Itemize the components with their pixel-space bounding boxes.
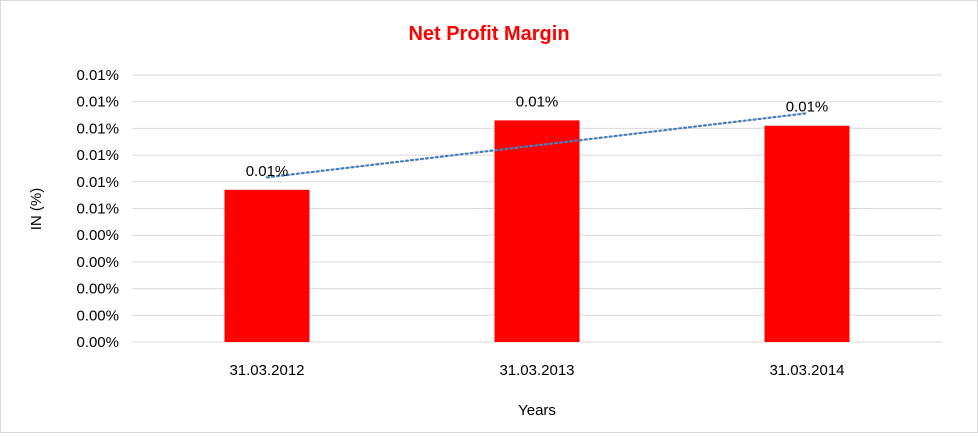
y-tick-label: 0.00%	[76, 227, 119, 244]
data-labels: 0.01% 0.01% 0.01%	[246, 93, 829, 179]
x-axis-ticks: 31.03.2012 31.03.2013 31.03.2014	[229, 362, 844, 379]
chart-title: Net Profit Margin	[408, 23, 569, 45]
bar	[224, 189, 310, 342]
data-label: 0.01%	[516, 93, 559, 110]
x-tick-label: 31.03.2014	[769, 362, 844, 379]
y-tick-label: 0.01%	[76, 174, 119, 191]
y-tick-label: 0.00%	[76, 307, 119, 324]
y-tick-label: 0.01%	[76, 147, 119, 164]
bar	[494, 120, 580, 342]
trendline-group	[265, 112, 809, 179]
data-label: 0.01%	[786, 99, 829, 116]
y-axis-title: IN (%)	[28, 188, 45, 231]
bars	[224, 120, 850, 342]
y-tick-label: 0.00%	[76, 334, 119, 351]
y-tick-label: 0.01%	[76, 94, 119, 111]
x-axis-title: Years	[518, 402, 556, 419]
y-tick-label: 0.01%	[76, 201, 119, 218]
y-tick-label: 0.00%	[76, 281, 119, 298]
y-tick-label: 0.01%	[76, 120, 119, 137]
y-axis-ticks: 0.00% 0.00% 0.00% 0.00% 0.00% 0.01% 0.01% 0.01%…	[76, 67, 119, 351]
trendline	[265, 112, 809, 179]
y-tick-label: 0.00%	[76, 254, 119, 271]
x-tick-label: 31.03.2013	[499, 362, 574, 379]
data-label: 0.01%	[246, 163, 289, 180]
y-tick-label: 0.01%	[76, 67, 119, 84]
bar	[764, 125, 850, 342]
x-tick-label: 31.03.2012	[229, 362, 304, 379]
